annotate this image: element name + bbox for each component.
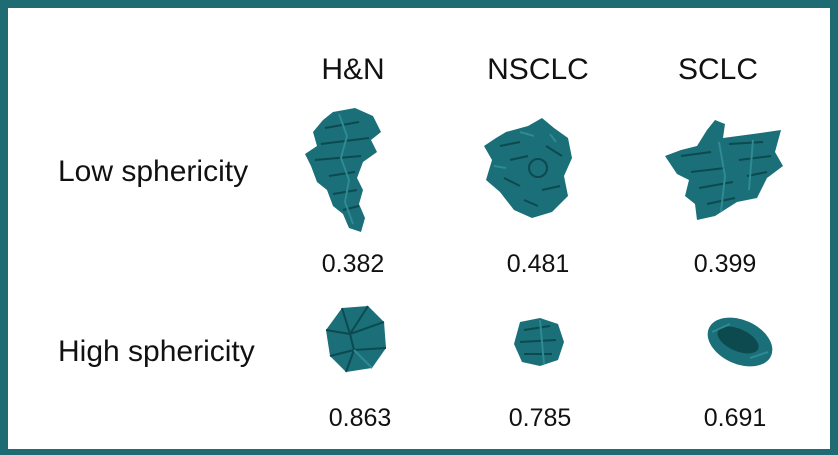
- row-label-high-sphericity: High sphericity: [58, 335, 255, 368]
- tumor-render-low-sclc: [663, 116, 788, 226]
- sphericity-value-high-sclc: 0.691: [703, 404, 767, 432]
- row-label-low-sphericity: Low sphericity: [58, 155, 249, 188]
- column-header-hn: H&N: [321, 53, 385, 86]
- tumor-render-low-hn: [303, 106, 388, 236]
- tumor-render-high-hn: [324, 304, 388, 374]
- sphericity-value-low-sclc: 0.399: [693, 250, 757, 278]
- sphericity-value-high-hn: 0.863: [328, 404, 392, 432]
- tumor-render-low-nsclc: [480, 116, 580, 221]
- sphericity-value-low-hn: 0.382: [321, 250, 385, 278]
- sphericity-value-low-nsclc: 0.481: [506, 250, 570, 278]
- sphericity-value-high-nsclc: 0.785: [508, 404, 572, 432]
- column-header-nsclc: NSCLC: [487, 53, 589, 86]
- column-header-sclc: SCLC: [677, 53, 759, 86]
- tumor-render-high-sclc: [700, 312, 780, 372]
- tumor-render-high-nsclc: [510, 314, 566, 369]
